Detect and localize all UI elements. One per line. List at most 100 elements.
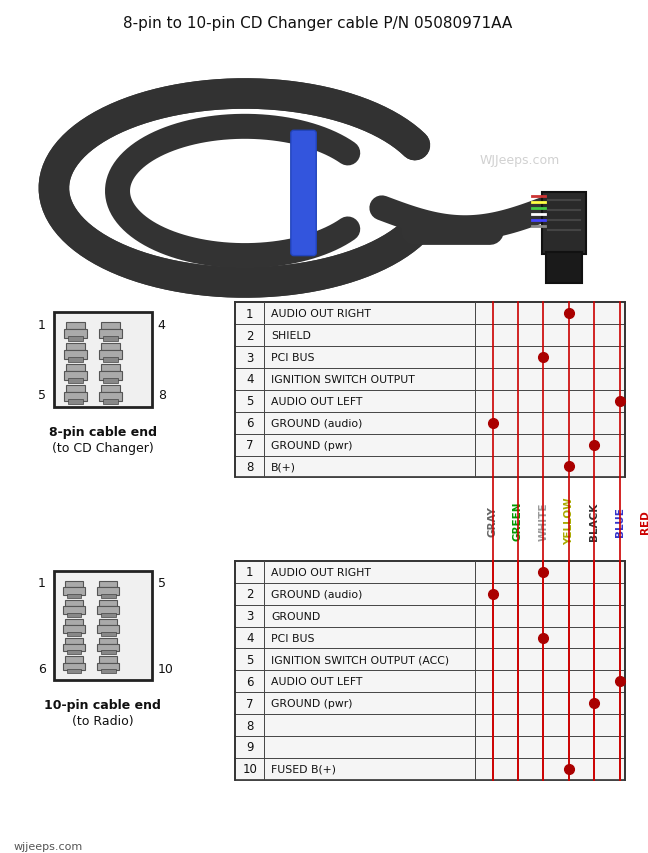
Text: (to CD Changer): (to CD Changer) <box>52 441 154 454</box>
Bar <box>65 364 85 372</box>
Text: AUDIO OUT LEFT: AUDIO OUT LEFT <box>272 397 363 406</box>
Bar <box>67 651 81 654</box>
Bar <box>67 399 83 404</box>
Bar <box>99 581 117 588</box>
Bar <box>63 625 85 633</box>
Bar <box>64 351 87 360</box>
Text: 3: 3 <box>246 351 253 364</box>
Text: 10: 10 <box>157 662 174 675</box>
Bar <box>99 638 117 644</box>
Text: WHITE: WHITE <box>538 502 548 540</box>
Text: 7: 7 <box>246 438 253 451</box>
Bar <box>99 657 117 663</box>
Bar <box>64 372 87 380</box>
Text: 4: 4 <box>157 318 165 331</box>
Bar <box>101 632 115 635</box>
Bar <box>101 323 121 330</box>
Bar <box>99 351 122 360</box>
Bar <box>97 625 119 633</box>
Text: GROUND (audio): GROUND (audio) <box>272 589 363 599</box>
Bar <box>65 386 85 392</box>
Bar <box>67 670 81 674</box>
Text: 5: 5 <box>38 389 46 402</box>
Text: (to Radio): (to Radio) <box>72 714 133 728</box>
Bar <box>67 632 81 635</box>
Bar <box>63 644 85 652</box>
Bar <box>67 357 83 363</box>
Text: 6: 6 <box>246 417 253 430</box>
Text: GROUND (pwr): GROUND (pwr) <box>272 440 353 450</box>
Text: GROUND (pwr): GROUND (pwr) <box>272 699 353 708</box>
Bar <box>103 357 119 363</box>
Bar <box>101 594 115 598</box>
Text: 8: 8 <box>246 461 253 473</box>
Text: AUDIO OUT LEFT: AUDIO OUT LEFT <box>272 676 363 687</box>
Text: BLUE: BLUE <box>615 506 625 536</box>
Bar <box>99 600 117 606</box>
Text: 5: 5 <box>157 577 166 589</box>
Text: 8-pin to 10-pin CD Changer cable P/N 05080971AA: 8-pin to 10-pin CD Changer cable P/N 050… <box>122 16 512 31</box>
Bar <box>67 337 83 342</box>
Text: PCI BUS: PCI BUS <box>272 352 315 363</box>
Bar <box>101 613 115 617</box>
Text: 1: 1 <box>38 318 46 331</box>
Bar <box>235 561 625 780</box>
Text: GROUND (audio): GROUND (audio) <box>272 418 363 428</box>
Bar <box>97 644 119 652</box>
Bar <box>101 364 121 372</box>
FancyBboxPatch shape <box>546 252 582 284</box>
Text: GRAY: GRAY <box>487 506 498 537</box>
Text: wjjeeps.com: wjjeeps.com <box>14 841 83 851</box>
Text: GROUND: GROUND <box>272 611 321 621</box>
Text: 3: 3 <box>246 609 253 623</box>
Text: SHIELD: SHIELD <box>272 331 311 341</box>
Bar <box>99 392 122 402</box>
Bar <box>65 638 83 644</box>
Bar <box>65 323 85 330</box>
Bar <box>235 561 625 780</box>
Bar <box>64 330 87 339</box>
Bar <box>63 588 85 595</box>
Text: 8: 8 <box>157 389 166 402</box>
Text: 8-pin cable end: 8-pin cable end <box>49 425 157 438</box>
Bar <box>65 657 83 663</box>
Text: AUDIO OUT RIGHT: AUDIO OUT RIGHT <box>272 309 371 319</box>
Bar <box>101 670 115 674</box>
Text: BLACK: BLACK <box>589 502 599 540</box>
Bar <box>63 663 85 670</box>
Bar <box>97 663 119 670</box>
Bar <box>97 588 119 595</box>
Bar <box>103 379 119 384</box>
Bar <box>67 379 83 384</box>
FancyBboxPatch shape <box>291 131 316 256</box>
Text: 6: 6 <box>38 662 46 675</box>
Text: 1: 1 <box>38 577 46 589</box>
Bar <box>103 337 119 342</box>
Text: WJJeeps.com: WJJeeps.com <box>480 154 560 167</box>
Bar <box>65 619 83 625</box>
Text: PCI BUS: PCI BUS <box>272 633 315 643</box>
Text: 4: 4 <box>246 631 253 644</box>
Bar <box>99 330 122 339</box>
Text: B(+): B(+) <box>272 462 296 472</box>
Bar <box>101 344 121 351</box>
Text: 6: 6 <box>246 675 253 688</box>
Bar <box>65 344 85 351</box>
Text: 10: 10 <box>242 763 257 775</box>
Text: RED: RED <box>640 509 648 533</box>
Bar <box>235 303 625 478</box>
Text: 8: 8 <box>246 719 253 732</box>
Bar <box>97 606 119 614</box>
Bar <box>99 619 117 625</box>
Bar <box>67 594 81 598</box>
Bar <box>99 372 122 380</box>
Bar <box>103 399 119 404</box>
Text: 7: 7 <box>246 697 253 710</box>
Bar <box>63 606 85 614</box>
Text: IGNITION SWITCH OUTPUT (ACC): IGNITION SWITCH OUTPUT (ACC) <box>272 654 449 664</box>
Text: 1: 1 <box>246 307 253 321</box>
Text: 5: 5 <box>246 395 253 408</box>
Bar <box>67 613 81 617</box>
Text: IGNITION SWITCH OUTPUT: IGNITION SWITCH OUTPUT <box>272 374 415 385</box>
Text: YELLOW: YELLOW <box>564 497 574 545</box>
